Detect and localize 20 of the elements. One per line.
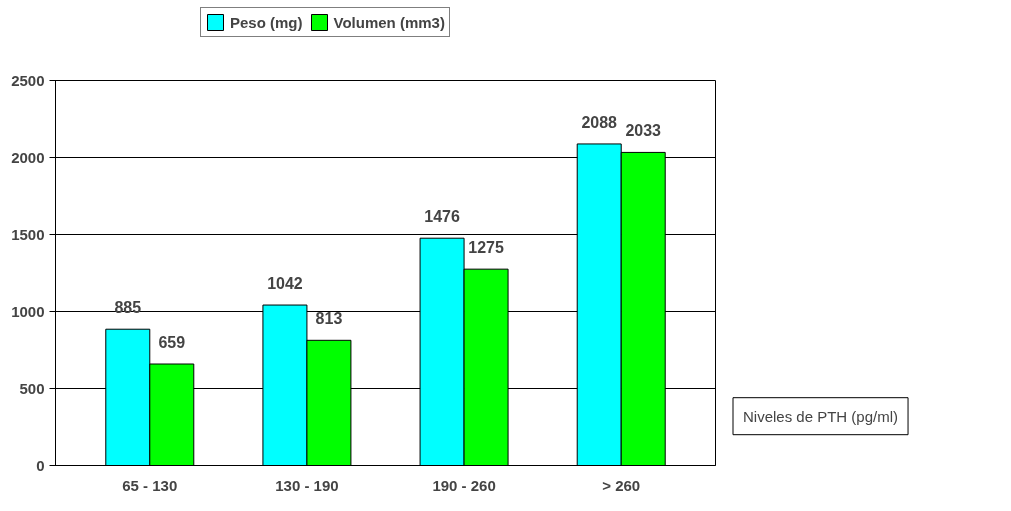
y-tick-label: 2500 — [11, 71, 45, 89]
legend-label: Peso (mg) — [230, 13, 303, 31]
x-axis-title: Niveles de PTH (pg/ml) — [743, 407, 899, 425]
data-label: 2088 — [581, 113, 618, 131]
data-label: 2033 — [625, 122, 662, 140]
y-tick-label: 1000 — [11, 302, 45, 320]
y-tick-label: 0 — [36, 456, 45, 474]
legend-label: Volumen (mm3) — [333, 13, 445, 31]
y-tick-label: 1500 — [11, 225, 45, 243]
data-label: 1042 — [267, 275, 303, 293]
data-label: 1275 — [468, 239, 504, 257]
y-tick-label: 500 — [19, 379, 45, 397]
data-label: 813 — [315, 310, 343, 328]
data-label: 659 — [158, 334, 186, 352]
y-tick-label: 2000 — [11, 148, 45, 166]
x-tick-label: 190 - 260 — [432, 476, 496, 494]
x-tick-label: 130 - 190 — [275, 476, 339, 494]
x-tick-label: 65 - 130 — [122, 476, 178, 494]
x-tick-label: > 260 — [602, 476, 641, 494]
data-label: 1476 — [424, 208, 460, 226]
